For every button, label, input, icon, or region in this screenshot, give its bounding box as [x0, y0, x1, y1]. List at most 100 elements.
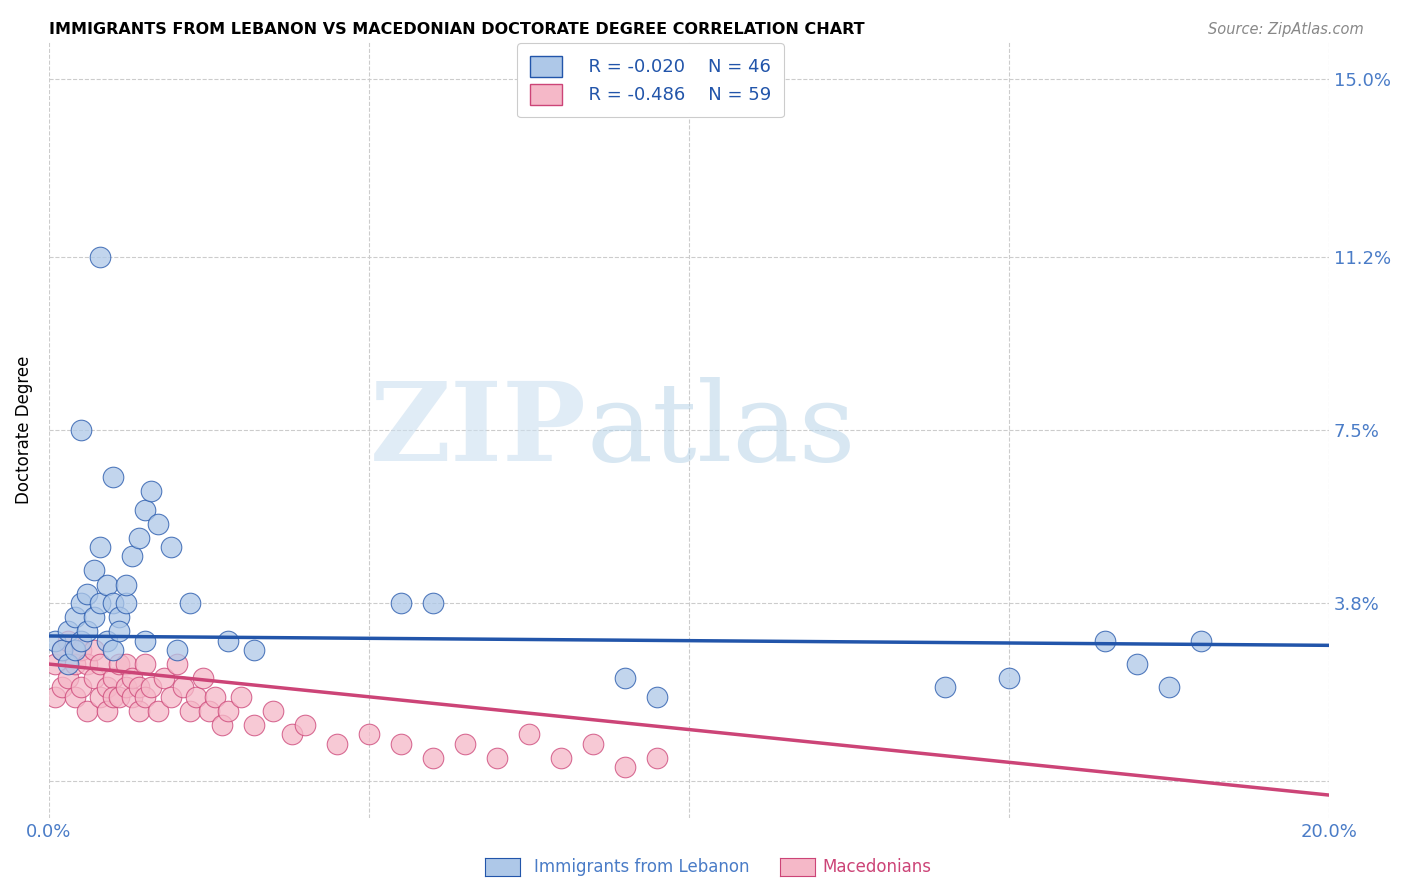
- Point: [645, 750, 668, 764]
- Point: [153, 671, 176, 685]
- Point: [76, 657, 98, 671]
- Y-axis label: Doctorate Degree: Doctorate Degree: [15, 356, 32, 504]
- Point: [114, 577, 136, 591]
- Point: [96, 704, 118, 718]
- Point: [134, 502, 156, 516]
- Point: [454, 737, 477, 751]
- Point: [179, 704, 201, 718]
- Point: [242, 718, 264, 732]
- Point: [389, 737, 412, 751]
- Point: [141, 681, 163, 695]
- Point: [128, 681, 150, 695]
- Point: [121, 671, 143, 685]
- Point: [357, 727, 380, 741]
- Point: [998, 671, 1021, 685]
- Point: [166, 657, 188, 671]
- Point: [172, 681, 194, 695]
- Point: [70, 423, 93, 437]
- Point: [114, 681, 136, 695]
- Point: [101, 643, 124, 657]
- Point: [128, 531, 150, 545]
- Point: [128, 704, 150, 718]
- Point: [217, 704, 239, 718]
- Point: [1126, 657, 1149, 671]
- Point: [70, 681, 93, 695]
- Point: [56, 633, 79, 648]
- Point: [134, 657, 156, 671]
- Point: [645, 690, 668, 704]
- Point: [191, 671, 214, 685]
- Legend:   R = -0.020    N = 46,   R = -0.486    N = 59: R = -0.020 N = 46, R = -0.486 N = 59: [517, 43, 783, 117]
- Text: atlas: atlas: [586, 376, 856, 483]
- Point: [44, 633, 66, 648]
- Point: [517, 727, 540, 741]
- Point: [166, 643, 188, 657]
- Point: [44, 690, 66, 704]
- Point: [83, 610, 105, 624]
- Point: [159, 690, 181, 704]
- Point: [108, 624, 131, 639]
- Point: [141, 483, 163, 498]
- Point: [70, 643, 93, 657]
- Point: [108, 690, 131, 704]
- Point: [70, 633, 93, 648]
- Point: [63, 610, 86, 624]
- Point: [281, 727, 304, 741]
- Point: [134, 633, 156, 648]
- Point: [83, 564, 105, 578]
- Point: [614, 671, 637, 685]
- Point: [83, 643, 105, 657]
- Point: [89, 250, 111, 264]
- Point: [96, 681, 118, 695]
- Text: IMMIGRANTS FROM LEBANON VS MACEDONIAN DOCTORATE DEGREE CORRELATION CHART: IMMIGRANTS FROM LEBANON VS MACEDONIAN DO…: [49, 22, 865, 37]
- Point: [186, 690, 208, 704]
- Point: [614, 760, 637, 774]
- Point: [70, 596, 93, 610]
- Point: [101, 690, 124, 704]
- Point: [89, 540, 111, 554]
- Text: Immigrants from Lebanon: Immigrants from Lebanon: [534, 858, 749, 876]
- Point: [422, 596, 444, 610]
- Text: Source: ZipAtlas.com: Source: ZipAtlas.com: [1208, 22, 1364, 37]
- Point: [56, 671, 79, 685]
- Point: [89, 596, 111, 610]
- Point: [204, 690, 226, 704]
- Point: [485, 750, 508, 764]
- Point: [96, 577, 118, 591]
- Point: [294, 718, 316, 732]
- Point: [108, 610, 131, 624]
- Point: [550, 750, 572, 764]
- Point: [1094, 633, 1116, 648]
- Point: [89, 690, 111, 704]
- Point: [51, 681, 73, 695]
- Point: [44, 657, 66, 671]
- Point: [76, 704, 98, 718]
- Point: [121, 690, 143, 704]
- Point: [101, 671, 124, 685]
- Point: [89, 657, 111, 671]
- Point: [326, 737, 349, 751]
- Point: [114, 596, 136, 610]
- Point: [63, 657, 86, 671]
- Text: ZIP: ZIP: [370, 376, 586, 483]
- Point: [134, 690, 156, 704]
- Point: [101, 470, 124, 484]
- Point: [582, 737, 605, 751]
- Point: [114, 657, 136, 671]
- Point: [179, 596, 201, 610]
- Point: [934, 681, 956, 695]
- Point: [159, 540, 181, 554]
- Point: [76, 624, 98, 639]
- Point: [108, 657, 131, 671]
- Point: [1157, 681, 1180, 695]
- Text: Macedonians: Macedonians: [823, 858, 932, 876]
- Point: [262, 704, 284, 718]
- Point: [229, 690, 252, 704]
- Point: [1189, 633, 1212, 648]
- Point: [121, 549, 143, 564]
- Point: [217, 633, 239, 648]
- Point: [389, 596, 412, 610]
- Point: [51, 643, 73, 657]
- Point: [211, 718, 233, 732]
- Point: [56, 657, 79, 671]
